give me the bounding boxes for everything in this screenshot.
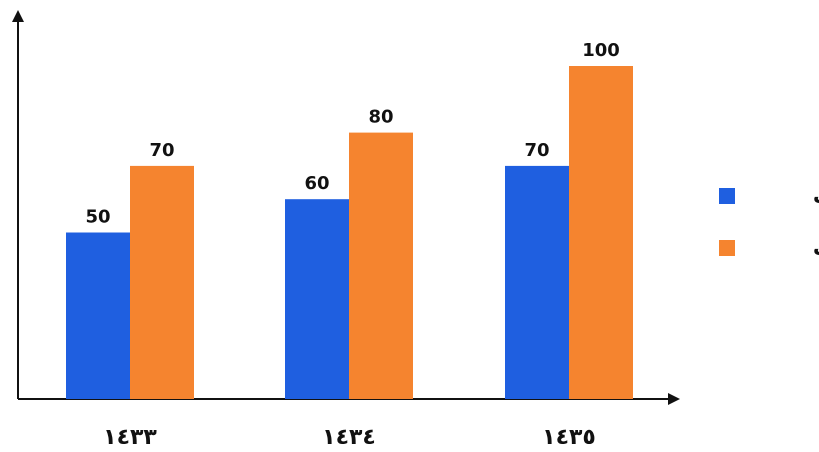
x-axis-arrow xyxy=(668,393,680,405)
data-label: 80 xyxy=(368,107,393,128)
bar xyxy=(130,165,194,399)
data-label: 50 xyxy=(85,207,110,228)
bar xyxy=(505,165,569,399)
bar xyxy=(285,199,349,399)
bar xyxy=(349,132,413,399)
y-axis-arrow xyxy=(12,10,24,22)
bar xyxy=(569,66,633,399)
x-tick-label: ١٤٣٣ xyxy=(103,425,157,450)
x-tick-label: ١٤٣٥ xyxy=(542,425,596,450)
x-tick-label: ١٤٣٤ xyxy=(322,425,376,450)
bars xyxy=(66,66,633,399)
data-label: 100 xyxy=(582,40,620,61)
bar xyxy=(66,232,130,399)
data-label: 60 xyxy=(304,173,329,194)
legend-label: إيرادات xyxy=(813,184,819,208)
x-tick-labels: ١٤٣٣ ١٤٣٤ ١٤٣٥ xyxy=(103,425,596,450)
data-labels: 50 70 60 80 70 100 xyxy=(85,40,619,228)
legend: إيرادات نفقات xyxy=(719,184,819,260)
data-label: 70 xyxy=(524,140,549,161)
legend-label: نفقات xyxy=(813,236,819,260)
legend-swatch xyxy=(719,188,735,204)
legend-swatch xyxy=(719,240,735,256)
data-label: 70 xyxy=(149,140,174,161)
